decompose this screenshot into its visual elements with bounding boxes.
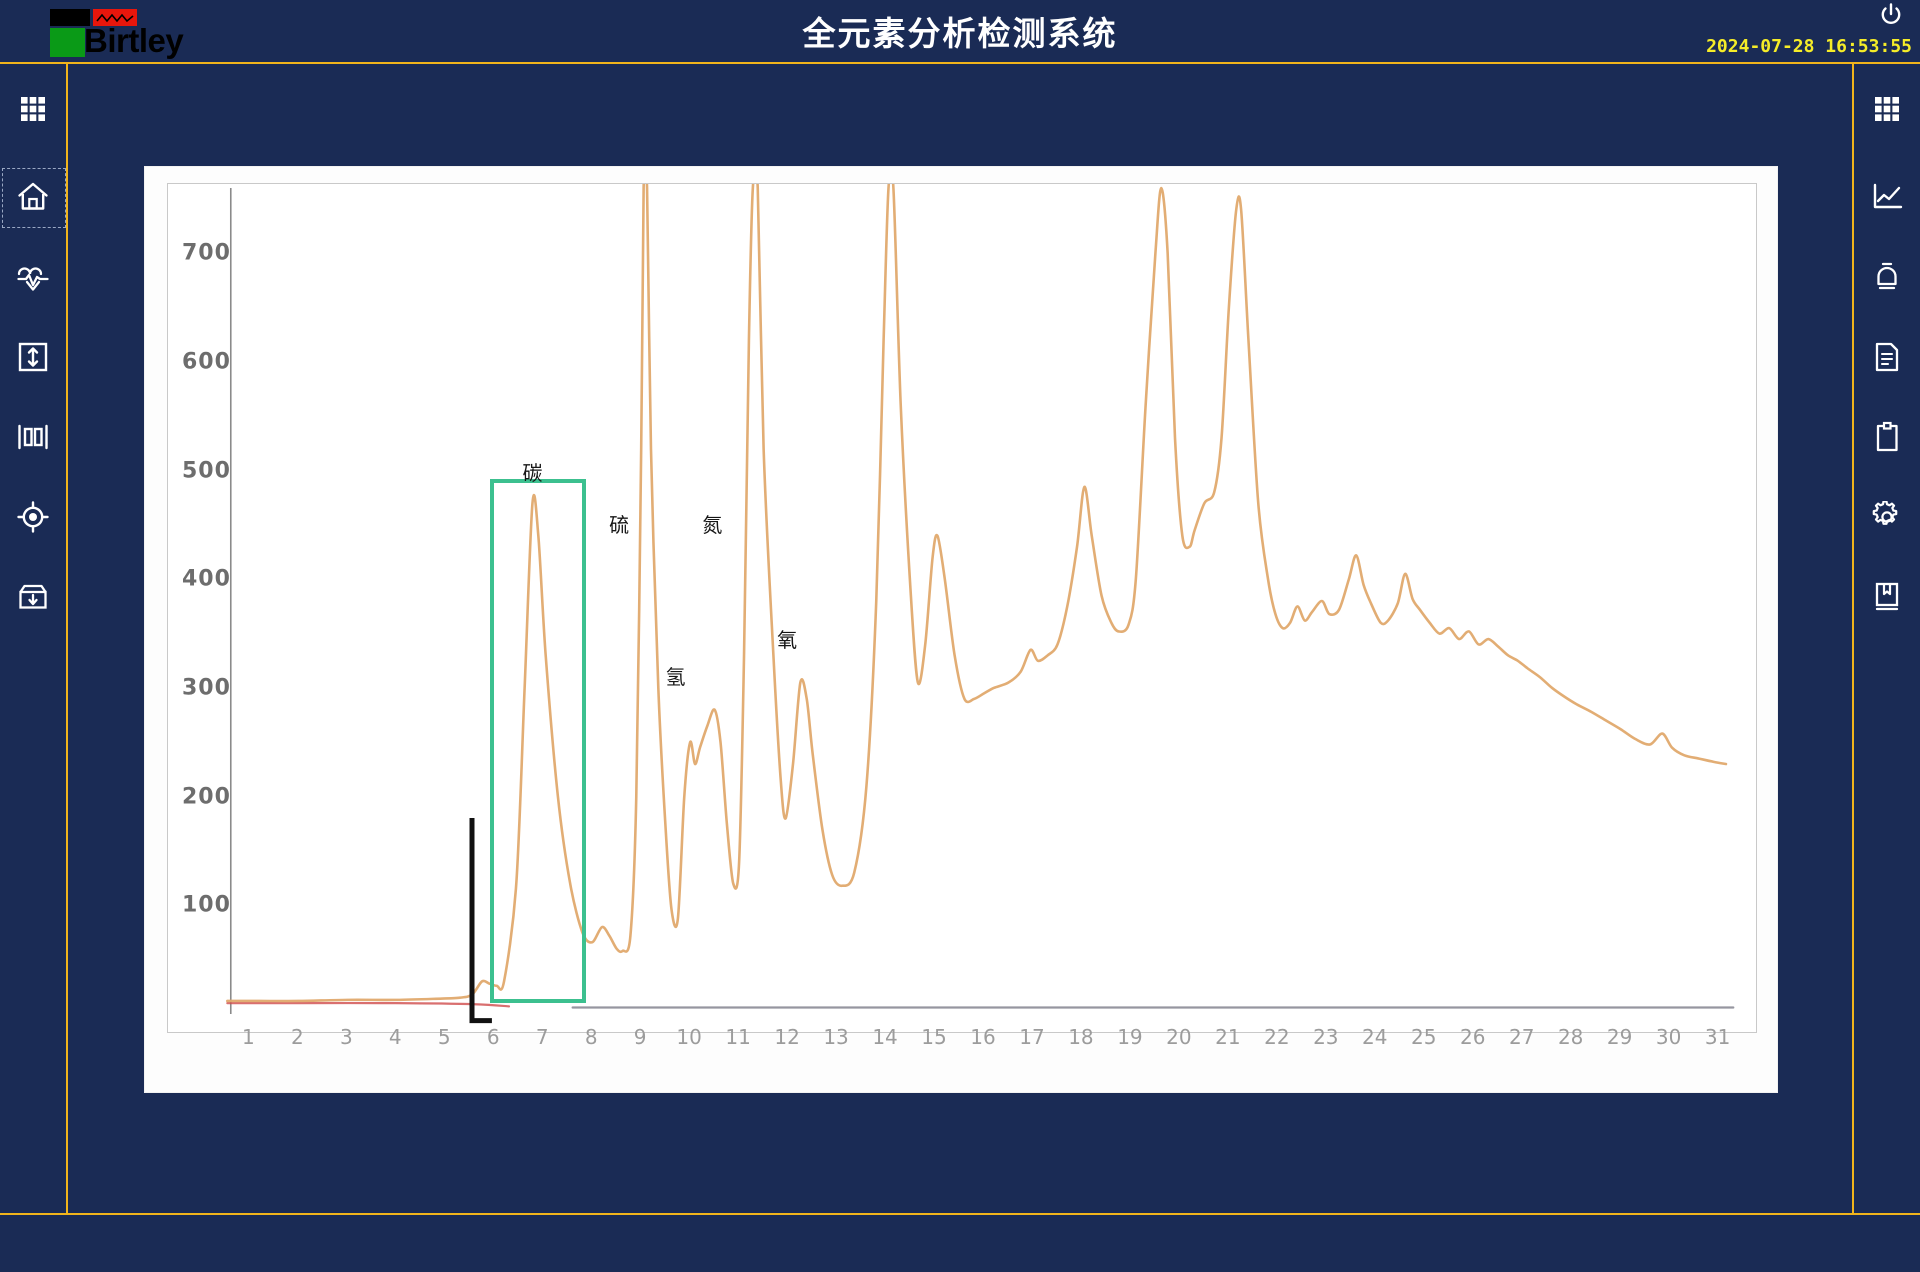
right-sidebar bbox=[1854, 64, 1920, 1213]
x-tick-label: 8 bbox=[584, 1025, 598, 1049]
plot-overlay: 碳硫 氮氢 氧 bbox=[168, 184, 1756, 1032]
vertical-arrows-box-icon bbox=[18, 342, 48, 372]
x-tick-label: 14 bbox=[872, 1025, 898, 1049]
x-tick-label: 16 bbox=[970, 1025, 996, 1049]
sidebar-item-export[interactable] bbox=[10, 574, 56, 620]
download-box-icon bbox=[19, 584, 47, 609]
y-tick-label: 700 bbox=[182, 240, 231, 266]
frame-line-right bbox=[1852, 62, 1854, 1215]
x-tick-label: 11 bbox=[725, 1025, 751, 1049]
y-tick-label: 200 bbox=[182, 784, 231, 810]
sidebar-item-settings[interactable] bbox=[1864, 494, 1910, 540]
sidebar-item-range[interactable] bbox=[10, 334, 56, 380]
x-tick-label: 17 bbox=[1019, 1025, 1045, 1049]
birtley-logo: Birtley bbox=[22, 6, 184, 59]
x-tick-label: 27 bbox=[1508, 1025, 1535, 1049]
sidebar-item-trend[interactable] bbox=[1864, 174, 1910, 220]
clipboard-icon bbox=[1876, 421, 1898, 452]
peak-label-carbon: 碳 bbox=[522, 460, 543, 485]
frame-line-bottom bbox=[0, 1213, 1920, 1215]
x-tick-label: 29 bbox=[1606, 1025, 1633, 1049]
page-title: 全元素分析检测系统 bbox=[802, 14, 1118, 53]
x-tick-label: 5 bbox=[437, 1025, 451, 1049]
line-chart-icon bbox=[1873, 183, 1903, 209]
x-tick-label: 31 bbox=[1704, 1025, 1731, 1049]
y-tick-label: 500 bbox=[182, 458, 231, 484]
sidebar-item-manual[interactable] bbox=[1864, 574, 1910, 620]
y-tick-label: 300 bbox=[182, 675, 231, 701]
sidebar-item-grid-apps[interactable] bbox=[10, 86, 56, 132]
peak-label-nitrogen: 氮 bbox=[702, 512, 723, 537]
pulse-heartbeat-icon bbox=[17, 267, 49, 291]
x-tick-label: 1 bbox=[242, 1025, 255, 1049]
app-header: Birtley 全元素分析检测系统 2024-07-28 16:53:55 bbox=[0, 0, 1920, 62]
x-tick-label: 15 bbox=[921, 1025, 947, 1049]
x-tick-label: 7 bbox=[535, 1025, 549, 1049]
x-tick-label: 26 bbox=[1460, 1025, 1486, 1049]
carbon-selection-box[interactable] bbox=[490, 479, 587, 1004]
x-tick-label: 21 bbox=[1215, 1025, 1241, 1049]
sidebar-item-spectrum[interactable] bbox=[10, 414, 56, 460]
gear-icon bbox=[1872, 501, 1898, 525]
bracket-shape bbox=[469, 818, 492, 1024]
logo-green-block bbox=[50, 28, 85, 57]
x-tick-label: 24 bbox=[1362, 1025, 1388, 1049]
sidebar-item-calibration[interactable] bbox=[10, 494, 56, 540]
x-tick-label: 6 bbox=[486, 1025, 500, 1049]
left-sidebar bbox=[0, 64, 66, 1213]
y-axis: 100 200 300 400 500 600 700 bbox=[168, 184, 231, 1032]
peak-label-oxygen: 氧 bbox=[777, 627, 798, 652]
x-tick-label: 19 bbox=[1117, 1025, 1143, 1049]
logo-black-block bbox=[50, 9, 90, 26]
x-tick-label: 28 bbox=[1557, 1025, 1584, 1049]
logo-wave-icon bbox=[96, 13, 134, 23]
x-tick-label: 25 bbox=[1411, 1025, 1437, 1049]
spectrum-chart-card: 100 200 300 400 500 600 700 碳硫 氮氢 氧 bbox=[145, 167, 1777, 1092]
sidebar-item-alarm[interactable] bbox=[1864, 254, 1910, 300]
peak-label-sulfur: 硫 bbox=[609, 512, 630, 537]
y-tick-label: 400 bbox=[182, 566, 231, 592]
datetime-display: 2024-07-28 16:53:55 bbox=[1706, 36, 1912, 57]
logo-wordmark: Birtley bbox=[84, 22, 184, 59]
bell-icon bbox=[1877, 262, 1897, 290]
home-icon bbox=[18, 182, 48, 210]
sidebar-item-monitor[interactable] bbox=[10, 254, 56, 300]
grid-apps-icon bbox=[21, 97, 45, 121]
x-tick-label: 20 bbox=[1166, 1025, 1192, 1049]
x-tick-label: 10 bbox=[676, 1025, 702, 1049]
y-tick-label: 100 bbox=[182, 892, 231, 918]
book-icon bbox=[1875, 582, 1899, 611]
frame-line-top bbox=[0, 62, 1920, 64]
bar-columns-icon bbox=[18, 424, 48, 450]
sidebar-item-home[interactable] bbox=[2, 168, 66, 228]
sidebar-item-grid-apps-right[interactable] bbox=[1864, 86, 1910, 132]
plot-frame[interactable]: 100 200 300 400 500 600 700 碳硫 氮氢 氧 bbox=[167, 183, 1757, 1033]
spectrum-plot[interactable] bbox=[168, 184, 1756, 1032]
x-axis: 1 2 3 4 5 6 7 8 9 10 11 12 13 14 15 16 17 18 19 20 21 22 23 24 2… bbox=[145, 1025, 1777, 1067]
x-tick-label: 3 bbox=[339, 1025, 353, 1049]
x-tick-label: 4 bbox=[388, 1025, 402, 1049]
x-tick-label: 12 bbox=[774, 1025, 800, 1049]
sidebar-item-report[interactable] bbox=[1864, 414, 1910, 460]
y-tick-label: 600 bbox=[182, 349, 231, 375]
x-tick-label: 2 bbox=[290, 1025, 304, 1049]
grid-apps-icon bbox=[1875, 97, 1899, 121]
x-tick-label: 30 bbox=[1655, 1025, 1682, 1049]
x-tick-label: 13 bbox=[823, 1025, 849, 1049]
frame-line-left bbox=[66, 62, 68, 1215]
x-tick-label: 23 bbox=[1313, 1025, 1339, 1049]
power-icon[interactable] bbox=[1878, 2, 1904, 28]
baseline-bracket bbox=[464, 818, 492, 1027]
x-tick-label: 9 bbox=[633, 1025, 647, 1049]
document-icon bbox=[1875, 342, 1899, 372]
peak-label-hydrogen: 氢 bbox=[665, 664, 686, 689]
x-tick-label: 18 bbox=[1068, 1025, 1094, 1049]
target-crosshair-icon bbox=[17, 501, 49, 533]
sidebar-item-records[interactable] bbox=[1864, 334, 1910, 380]
x-tick-label: 22 bbox=[1264, 1025, 1290, 1049]
